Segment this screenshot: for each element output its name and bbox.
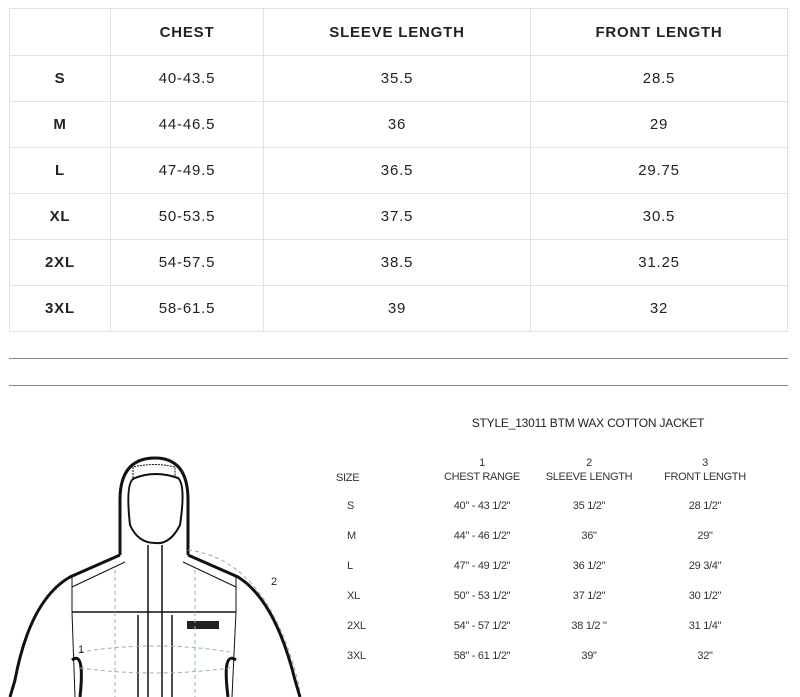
chest-cell: 50-53.5 <box>110 193 264 240</box>
spec-value-cell: 54" - 57 1/2" <box>453 620 511 632</box>
spec-column-number: 3 <box>702 457 708 469</box>
table-row: L 47-49.5 36.5 29.75 <box>9 147 788 194</box>
header-blank <box>9 8 111 56</box>
spec-value-cell: 32" <box>697 650 713 662</box>
chest-cell: 58-61.5 <box>110 285 264 332</box>
table-row: 3XL 58-61.5 39 32 <box>9 285 788 332</box>
diagram-label-2: 2 <box>271 576 277 588</box>
chest-cell: 44-46.5 <box>110 101 264 148</box>
divider <box>9 358 788 359</box>
front-length-cell: 28.5 <box>530 55 788 102</box>
sleeve-length-cell: 37.5 <box>263 193 531 240</box>
spec-column-number: 2 <box>586 457 592 469</box>
spec-size-cell: 3XL <box>347 650 366 662</box>
spec-value-cell: 38 1/2 " <box>571 620 607 632</box>
spec-value-cell: 50" - 53 1/2" <box>453 590 511 602</box>
style-title: STYLE_13011 BTM WAX COTTON JACKET <box>471 416 705 430</box>
spec-value-cell: 29 3/4" <box>688 560 722 572</box>
front-length-cell: 32 <box>530 285 788 332</box>
size-cell: 2XL <box>9 239 111 286</box>
size-chart-table: CHEST SLEEVE LENGTH FRONT LENGTH S 40-43.… <box>9 8 788 332</box>
spec-value-cell: 47" - 49 1/2" <box>453 560 511 572</box>
sleeve-length-cell: 36 <box>263 101 531 148</box>
spec-value-cell: 29" <box>697 530 713 542</box>
table-row: M 44-46.5 36 29 <box>9 101 788 148</box>
spec-size-cell: S <box>347 500 355 512</box>
spec-value-cell: 31 1/4" <box>688 620 722 632</box>
table-row: S 40-43.5 35.5 28.5 <box>9 55 788 102</box>
header-front-length: FRONT LENGTH <box>530 8 788 56</box>
spec-value-cell: 28 1/2" <box>688 500 722 512</box>
spec-value-cell: 36" <box>581 530 597 542</box>
spec-value-cell: 35 1/2" <box>572 500 606 512</box>
front-length-cell: 29 <box>530 101 788 148</box>
sleeve-length-cell: 38.5 <box>263 239 531 286</box>
size-cell: XL <box>9 193 111 240</box>
sleeve-length-cell: 36.5 <box>263 147 531 194</box>
spec-size-cell: M <box>347 530 356 542</box>
table-row: XL 50-53.5 37.5 30.5 <box>9 193 788 240</box>
table-row: 2XL 54-57.5 38.5 31.25 <box>9 239 788 286</box>
sleeve-length-cell: 35.5 <box>263 55 531 102</box>
table-header-row: CHEST SLEEVE LENGTH FRONT LENGTH <box>9 8 788 56</box>
size-cell: 3XL <box>9 285 111 332</box>
spec-column-label: CHEST RANGE <box>444 471 520 483</box>
spec-column-label: SLEEVE LENGTH <box>545 471 633 483</box>
measurement-lines <box>79 549 301 697</box>
header-sleeve-length: SLEEVE LENGTH <box>263 8 531 56</box>
logo-patch <box>187 621 219 629</box>
spec-value-cell: 37 1/2" <box>572 590 606 602</box>
spec-value-cell: 36 1/2" <box>572 560 606 572</box>
size-cell: S <box>9 55 111 102</box>
front-length-cell: 29.75 <box>530 147 788 194</box>
diagram-label-1: 1 <box>78 644 84 656</box>
chest-cell: 47-49.5 <box>110 147 264 194</box>
spec-value-cell: 58" - 61 1/2" <box>453 650 511 662</box>
front-length-cell: 31.25 <box>530 239 788 286</box>
spec-value-cell: 44" - 46 1/2" <box>453 530 511 542</box>
jacket-outline <box>8 456 302 697</box>
spec-size-cell: 2XL <box>347 620 366 632</box>
divider <box>9 385 788 386</box>
chest-cell: 54-57.5 <box>110 239 264 286</box>
header-chest: CHEST <box>110 8 264 56</box>
size-cell: M <box>9 101 111 148</box>
size-cell: L <box>9 147 111 194</box>
spec-column-label: FRONT LENGTH <box>664 471 746 483</box>
spec-size-header: SIZE <box>336 472 360 484</box>
spec-value-cell: 30 1/2" <box>688 590 722 602</box>
spec-column-number: 1 <box>479 457 485 469</box>
spec-size-cell: L <box>347 560 353 572</box>
sleeve-length-cell: 39 <box>263 285 531 332</box>
spec-size-cell: XL <box>347 590 360 602</box>
chest-cell: 40-43.5 <box>110 55 264 102</box>
front-length-cell: 30.5 <box>530 193 788 240</box>
spec-value-cell: 40" - 43 1/2" <box>453 500 511 512</box>
spec-value-cell: 39" <box>581 650 597 662</box>
jacket-diagram: 1 2 <box>8 456 302 697</box>
